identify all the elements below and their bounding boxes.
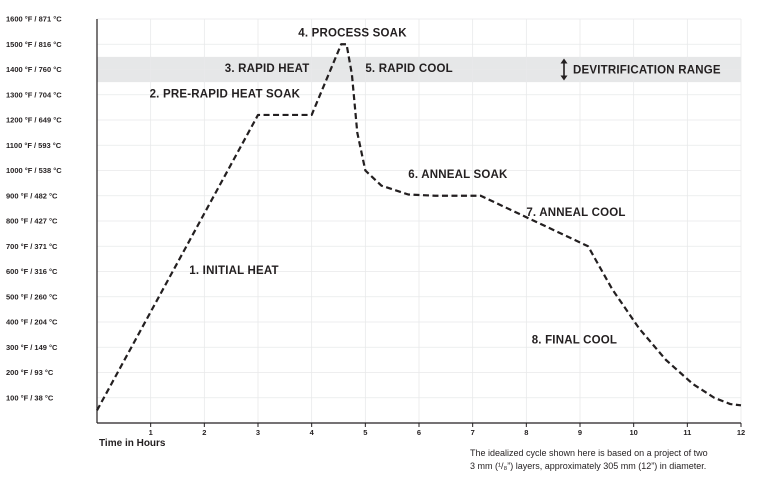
y-tick-label: 1100 °F / 593 °C (6, 141, 62, 150)
x-tick-label: 5 (363, 428, 367, 437)
annotation-layer: DEVITRIFICATION RANGE 1. INITIAL HEAT 2. P… (150, 28, 721, 347)
stage-annotation: 2. PRE-RAPID HEAT SOAK (150, 88, 301, 100)
series-layer (96, 43, 742, 411)
y-tick-label: 500 °F / 260 °C (6, 292, 58, 301)
x-tick-label: 6 (417, 428, 421, 437)
axis-layer (96, 19, 742, 427)
stage-annotation: 5. RAPID COOL (365, 63, 453, 75)
y-tick-label: 1300 °F / 704 °C (6, 90, 62, 99)
x-tick-label: 3 (256, 428, 260, 437)
x-tick-label: 10 (629, 428, 637, 437)
stage-annotation: 1. INITIAL HEAT (189, 265, 278, 277)
y-tick-label: 1600 °F / 871 °C (6, 15, 62, 24)
x-axis-label: Time in Hours (99, 438, 166, 449)
firing-curve-line (96, 43, 742, 411)
footnote-line-2: 3 mm (¹/₈”) layers, approximately 305 mm… (470, 461, 707, 471)
arrow-head-down (560, 75, 568, 81)
stage-annotation: 3. RAPID HEAT (225, 63, 310, 75)
grid-layer (97, 18, 742, 423)
footnote: The idealized cycle shown here is based … (470, 447, 762, 473)
arrow-head-up (560, 58, 568, 64)
y-tick-label: 400 °F / 204 °C (6, 318, 58, 327)
y-tick-label: 700 °F / 371 °C (6, 242, 58, 251)
x-tick-label: 4 (310, 428, 315, 437)
stage-annotation: 7. ANNEAL COOL (526, 207, 625, 219)
y-tick-label: 900 °F / 482 °C (6, 191, 58, 200)
x-tick-label: 2 (202, 428, 206, 437)
y-tick-label: 100 °F / 38 °C (6, 393, 54, 402)
y-tick-label: 200 °F / 93 °C (6, 368, 54, 377)
stage-annotation: 6. ANNEAL SOAK (408, 169, 508, 181)
tick-label-layer: 100 °F / 38 °C 200 °F / 93 °C 300 °F / 149… (6, 15, 745, 438)
footnote-line-1: The idealized cycle shown here is based … (470, 448, 708, 458)
y-tick-label: 600 °F / 316 °C (6, 267, 58, 276)
y-tick-label: 800 °F / 427 °C (6, 217, 58, 226)
x-tick-label: 9 (578, 428, 582, 437)
y-tick-label: 1400 °F / 760 °C (6, 65, 62, 74)
x-tick-label: 8 (524, 428, 528, 437)
y-tick-label: 1000 °F / 538 °C (6, 166, 62, 175)
x-tick-label: 7 (471, 428, 475, 437)
stage-annotation: 8. FINAL COOL (532, 334, 617, 346)
devitrification-label: DEVITRIFICATION RANGE (573, 65, 721, 77)
x-tick-label: 12 (737, 428, 745, 437)
y-tick-label: 1500 °F / 816 °C (6, 40, 62, 49)
stage-annotation: 4. PROCESS SOAK (298, 28, 407, 40)
x-tick-label: 1 (149, 428, 153, 437)
x-tick-label: 11 (683, 428, 691, 437)
y-tick-label: 300 °F / 149 °C (6, 343, 58, 352)
y-tick-label: 1200 °F / 649 °C (6, 116, 62, 125)
up-down-arrow-icon (560, 58, 568, 81)
